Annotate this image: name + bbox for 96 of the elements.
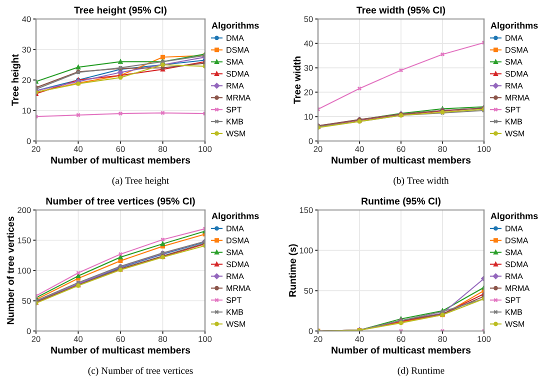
x-tick-label: 40 xyxy=(74,336,83,342)
legend-label: DMA xyxy=(506,226,523,232)
y-tick-label: 50 xyxy=(304,288,313,294)
x-tick-label: 20 xyxy=(32,146,40,152)
legend-label: SPT xyxy=(505,106,520,112)
x-axis-title: Number of multicast members xyxy=(51,156,190,164)
chart-title: Number of tree vertices (95% CI) xyxy=(46,197,195,206)
legend-label: KMB xyxy=(506,118,522,124)
x-tick-label: 20 xyxy=(32,336,40,342)
x-axis-title: Number of multicast members xyxy=(332,156,471,164)
legend-label: KMB xyxy=(506,309,522,315)
legend-label: DSMA xyxy=(506,47,528,53)
legend-title: Algorithms xyxy=(212,212,259,221)
y-tick-label: 150 xyxy=(300,207,313,214)
legend-label: KMB xyxy=(226,118,244,124)
legend-label: RMA xyxy=(226,273,244,280)
y-tick-label: 20 xyxy=(22,77,31,84)
legend-label: DSMA xyxy=(506,238,528,244)
y-axis-title: Tree width xyxy=(293,56,301,104)
legend-label: SPT xyxy=(226,106,242,112)
legend-label: DMA xyxy=(506,35,523,41)
legend-label: SDMA xyxy=(226,261,250,268)
chart-title: Tree height (95% CI) xyxy=(74,6,166,16)
legend-label: SDMA xyxy=(226,70,250,77)
legend-label: SMA xyxy=(505,250,522,256)
y-axis-title: Runtime (s) xyxy=(288,244,298,297)
x-tick-label: 60 xyxy=(396,146,406,152)
legend-label: WSM xyxy=(505,130,524,136)
text: (b) Tree width xyxy=(394,177,449,186)
y-tick-label: 0 xyxy=(308,138,313,144)
x-tick-label: 80 xyxy=(158,336,168,342)
y-tick-label: 40 xyxy=(304,40,313,46)
x-axis-title: Number of multicast members xyxy=(51,346,190,354)
legend-label: MRMA xyxy=(506,94,530,100)
legend-label: SMA xyxy=(226,59,244,65)
y-axis-title: Tree height xyxy=(11,54,20,106)
chart-title: Runtime (95% CI) xyxy=(362,197,440,206)
legend-label: SMA xyxy=(226,250,244,256)
text: (c) Number of tree vertices xyxy=(88,367,193,376)
legend-label: SDMA xyxy=(505,261,528,268)
legend-label: WSM xyxy=(226,130,246,136)
y-tick-label: 50 xyxy=(22,298,31,304)
legend-label: SPT xyxy=(226,297,242,303)
y-axis-title: Number of tree vertices xyxy=(6,216,14,324)
x-tick-label: 40 xyxy=(355,336,364,342)
legend-label: WSM xyxy=(226,321,246,327)
y-tick-label: 100 xyxy=(300,248,313,254)
y-tick-label: 30 xyxy=(22,46,31,53)
x-tick-label: 100 xyxy=(478,336,491,342)
y-tick-label: 20 xyxy=(304,89,313,96)
legend-label: WSM xyxy=(505,321,524,327)
legend-label: SDMA xyxy=(505,70,528,77)
legend-label: RMA xyxy=(506,82,523,89)
legend-label: MRMA xyxy=(226,94,251,100)
legend-label: DMA xyxy=(226,35,244,41)
y-tick-label: 10 xyxy=(22,108,31,114)
y-tick-label: 100 xyxy=(18,268,31,274)
y-tick-label: 200 xyxy=(18,207,31,214)
x-tick-label: 100 xyxy=(198,146,212,152)
y-tick-label: 0 xyxy=(26,138,31,144)
legend-title: Algorithms xyxy=(490,22,538,30)
x-tick-label: 60 xyxy=(116,336,125,342)
x-tick-label: 80 xyxy=(438,336,447,342)
legend-label: SMA xyxy=(505,59,522,65)
text: (d) Runtime xyxy=(398,367,444,376)
chart-title: Tree width (95% CI) xyxy=(356,6,446,16)
x-tick-label: 100 xyxy=(478,146,491,152)
x-tick-label: 20 xyxy=(314,146,322,152)
legend-title: Algorithms xyxy=(490,212,538,221)
x-tick-label: 80 xyxy=(438,146,447,152)
x-tick-label: 80 xyxy=(158,146,168,152)
legend-label: DSMA xyxy=(226,238,250,244)
legend-label: MRMA xyxy=(226,285,251,291)
x-tick-label: 40 xyxy=(355,146,364,152)
legend-label: KMB xyxy=(226,309,244,315)
x-tick-label: 60 xyxy=(396,336,406,342)
y-tick-label: 0 xyxy=(308,328,313,334)
y-tick-label: 30 xyxy=(304,65,313,71)
x-tick-label: 100 xyxy=(198,336,212,342)
legend-label: DSMA xyxy=(226,47,250,53)
x-tick-label: 40 xyxy=(74,146,83,152)
legend-label: SPT xyxy=(505,297,520,303)
legend-title: Algorithms xyxy=(212,22,259,30)
x-axis-title: Number of multicast members xyxy=(332,346,471,354)
x-tick-label: 20 xyxy=(314,336,322,342)
y-tick-label: 150 xyxy=(18,237,31,244)
text: (a) Tree height xyxy=(112,177,170,186)
y-tick-label: 50 xyxy=(304,16,313,22)
y-tick-label: 40 xyxy=(22,16,31,22)
legend-label: RMA xyxy=(226,82,244,89)
y-tick-label: 10 xyxy=(304,114,313,120)
legend-label: DMA xyxy=(226,226,244,232)
x-tick-label: 60 xyxy=(116,146,125,152)
legend-label: MRMA xyxy=(506,285,530,291)
y-tick-label: 0 xyxy=(26,328,31,334)
legend-label: RMA xyxy=(506,273,523,280)
